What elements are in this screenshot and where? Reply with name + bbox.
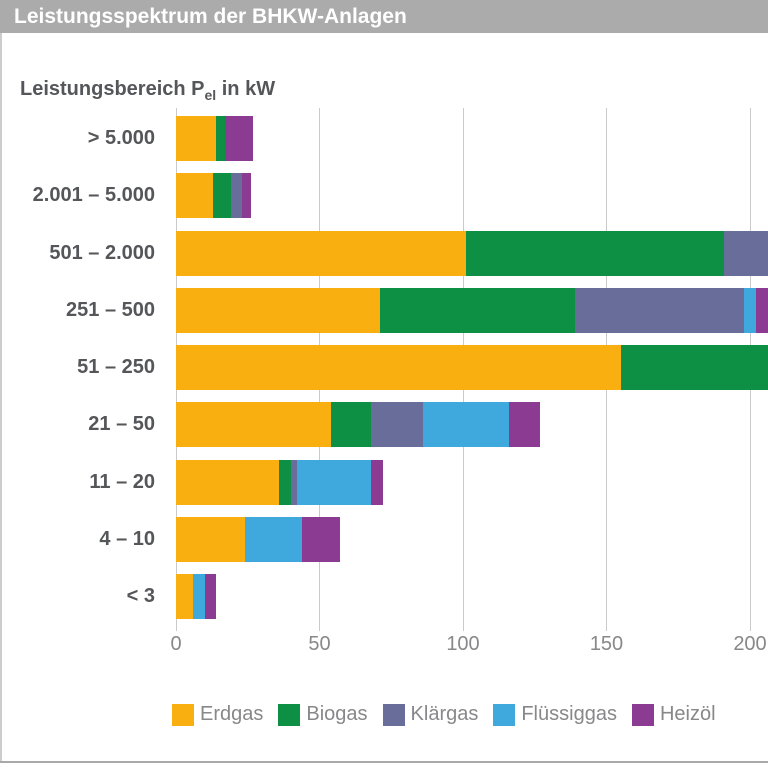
bar-segment-heizl	[371, 459, 383, 505]
y-axis-label: < 3	[126, 585, 155, 607]
bar-row	[176, 459, 768, 505]
y-axis-title-prefix: Leistungsbereich P	[20, 78, 205, 100]
legend-label: Heizöl	[659, 703, 716, 725]
legend-label: Flüssiggas	[521, 703, 617, 725]
y-axis-label: 11 – 20	[89, 470, 155, 493]
legend-label: Klärgas	[410, 703, 479, 725]
bar-segment-heizl	[508, 402, 541, 448]
bar-row	[176, 287, 768, 333]
legend-label: Erdgas	[200, 703, 264, 725]
bar-row	[176, 574, 768, 619]
bar-segment-klrgas	[574, 287, 745, 333]
bar-row	[176, 402, 768, 448]
bar-segment-biogas	[213, 173, 231, 219]
bar-row	[176, 230, 768, 276]
y-axis-title-suffix: in kW	[216, 78, 276, 100]
legend-item-klrgas: Klärgas	[382, 703, 479, 726]
legend-label: Biogas	[306, 703, 368, 725]
bar-segment-heizl	[204, 574, 217, 619]
bar-segment-erdgas	[176, 345, 621, 390]
bar-segment-biogas	[216, 116, 225, 161]
legend-swatch	[493, 703, 516, 726]
x-tick-label: 150	[589, 633, 624, 655]
bar-segment-heizl	[241, 173, 251, 219]
legend-swatch	[172, 703, 194, 726]
bar-segment-erdgas	[176, 402, 331, 448]
y-axis-title-subscript: el	[204, 87, 217, 103]
y-axis-label: 2.001 – 5.000	[32, 184, 155, 207]
y-axis-label: > 5.000	[87, 127, 155, 149]
bar-segment-biogas	[379, 287, 575, 333]
legend-swatch	[382, 703, 405, 726]
bar-segment-heizl	[302, 516, 340, 562]
bar-segment-flssiggas	[296, 459, 372, 505]
header-bar: Leistungsspektrum der BHKW-Anlagen	[0, 0, 768, 33]
bar-segment-flssiggas	[744, 287, 756, 333]
x-tick-label: 50	[308, 633, 331, 655]
y-axis-label: 501 – 2.000	[49, 241, 155, 264]
y-axis-title: Leistungsbereich Pel in kW	[20, 78, 275, 103]
bar-segment-erdgas	[176, 173, 214, 219]
bar-segment-biogas	[620, 345, 768, 390]
page-title: Leistungsspektrum der BHKW-Anlagen	[14, 5, 407, 28]
bar-segment-biogas	[279, 459, 291, 505]
y-axis-label: 4 – 10	[99, 527, 155, 550]
bar-row	[176, 516, 768, 562]
bar-segment-biogas	[465, 230, 725, 276]
bar-row	[176, 173, 768, 219]
bar-row	[176, 345, 768, 390]
page-border-bottom	[0, 761, 768, 763]
bar-segment-klrgas	[371, 402, 423, 448]
bar-segment-erdgas	[176, 516, 245, 562]
legend: Erdgas Biogas Klärgas Flüssiggas Heizöl	[172, 703, 716, 726]
bar-segment-klrgas	[290, 459, 297, 505]
x-tick-label: 0	[170, 633, 182, 655]
bar-row	[176, 116, 768, 161]
bar-segment-klrgas	[724, 230, 768, 276]
bar-segment-erdgas	[176, 230, 466, 276]
bar-segment-flssiggas	[244, 516, 303, 562]
bar-segment-erdgas	[176, 574, 194, 619]
legend-item-biogas: Biogas	[278, 703, 368, 726]
legend-item-heizl: Heizöl	[631, 703, 716, 726]
bar-segment-erdgas	[176, 459, 280, 505]
bar-segment-flssiggas	[422, 402, 509, 448]
legend-swatch	[631, 703, 654, 726]
y-axis-label: 21 – 50	[88, 413, 155, 436]
legend-swatch	[278, 703, 301, 726]
legend-item-flssiggas: Flüssiggas	[493, 703, 617, 726]
bar-segment-flssiggas	[193, 574, 205, 619]
x-tick-label: 200	[733, 633, 767, 655]
legend-item-erdgas: Erdgas	[172, 703, 263, 726]
bar-segment-erdgas	[176, 116, 217, 161]
x-tick-label: 100	[446, 633, 480, 655]
bar-segment-biogas	[330, 402, 372, 448]
bar-segment-erdgas	[176, 287, 380, 333]
bar-segment-heizl	[755, 287, 768, 333]
y-axis-label: 251 – 500	[66, 298, 155, 321]
bar-segment-heizl	[224, 116, 254, 161]
y-axis-label: 51 – 250	[77, 356, 155, 378]
bar-segment-klrgas	[230, 173, 242, 219]
page-border-left	[0, 33, 2, 763]
